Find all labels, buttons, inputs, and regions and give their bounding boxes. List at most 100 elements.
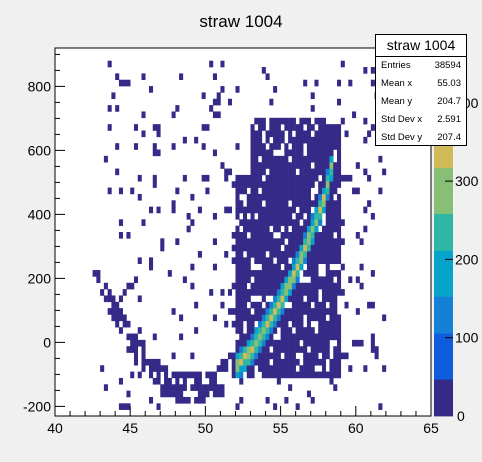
heatmap-cell (265, 358, 270, 366)
heatmap-cell (276, 225, 281, 233)
heatmap-cell (265, 181, 270, 188)
heatmap-cell (291, 282, 296, 290)
heatmap-cell (337, 130, 342, 138)
heatmap-cell (224, 174, 229, 182)
heatmap-cell (333, 200, 338, 207)
heatmap-cell (329, 301, 334, 309)
heatmap-cell (325, 371, 330, 379)
x-tick-label: 45 (122, 420, 138, 436)
heatmap-cell (288, 136, 293, 144)
heatmap-cell (325, 124, 330, 131)
heatmap-cell (333, 346, 338, 353)
heatmap-cell (284, 270, 289, 277)
heatmap-cell (329, 162, 334, 169)
color-scale-step (434, 360, 453, 371)
heatmap-cell (152, 377, 157, 385)
heatmap-cell (355, 187, 360, 195)
heatmap-cell (126, 320, 131, 328)
heatmap-cell (321, 225, 327, 233)
heatmap-cell (333, 143, 338, 150)
heatmap-cell (250, 358, 255, 366)
heatmap-cell (261, 238, 266, 245)
heatmap-cell (310, 257, 315, 265)
heatmap-cell (325, 282, 330, 290)
heatmap-cell (329, 124, 334, 131)
heatmap-cell (235, 282, 240, 290)
heatmap-cell (273, 339, 278, 347)
heatmap-cell (299, 289, 304, 296)
heatmap-cell (111, 295, 116, 303)
heatmap-cell (254, 327, 259, 334)
heatmap-cell (141, 111, 146, 119)
heatmap-cell (171, 206, 176, 214)
heatmap-cell (107, 289, 112, 296)
heatmap-cell (321, 187, 327, 195)
heatmap-cell (337, 206, 342, 214)
heatmap-cell (337, 174, 342, 182)
heatmap-cell (254, 238, 259, 245)
heatmap-cell (258, 244, 263, 252)
heatmap-cell (201, 384, 206, 391)
heatmap-cell (318, 162, 323, 169)
heatmap-cell (355, 232, 360, 239)
heatmap-cell (321, 257, 327, 265)
heatmap-cell (325, 238, 330, 245)
heatmap-cell (246, 352, 251, 360)
heatmap-cell (276, 352, 281, 360)
heatmap-cell (243, 308, 248, 315)
stats-value: 207.4 (437, 132, 461, 143)
heatmap-cell (115, 73, 120, 81)
heatmap-cell (130, 371, 135, 379)
heatmap-cell (269, 308, 274, 315)
heatmap-cell (175, 390, 180, 398)
heatmap-cell (111, 308, 116, 315)
heatmap-cell (261, 308, 266, 315)
heatmap-cell (288, 238, 293, 245)
stats-box: straw 1004 Entries 38594 Mean x 55.03 Me… (375, 34, 467, 146)
heatmap-cell (321, 168, 327, 176)
heatmap-cell (310, 149, 315, 157)
heatmap-cell (344, 130, 349, 138)
heatmap-cell (367, 301, 372, 309)
heatmap-cell (303, 117, 308, 125)
heatmap-cell (171, 111, 176, 119)
heatmap-cell (325, 257, 330, 265)
heatmap-cell (276, 301, 281, 309)
heatmap-cell (333, 130, 338, 138)
heatmap-cell (235, 238, 240, 245)
heatmap-cell (280, 187, 285, 195)
heatmap-cell (235, 270, 240, 277)
heatmap-cell (291, 352, 296, 360)
heatmap-cell (310, 219, 315, 226)
heatmap-cell (310, 136, 315, 144)
heatmap-cell (310, 251, 315, 258)
heatmap-cell (318, 257, 323, 265)
heatmap-cell (261, 143, 266, 150)
heatmap-cell (273, 365, 278, 372)
heatmap-cell (212, 384, 217, 391)
heatmap-cell (115, 105, 120, 112)
heatmap-cell (239, 358, 244, 366)
heatmap-cell (306, 244, 311, 252)
heatmap-cell (273, 162, 278, 169)
heatmap-cell (276, 263, 281, 271)
heatmap-cell (337, 193, 342, 201)
heatmap-cell (269, 219, 274, 226)
heatmap-cell (303, 238, 308, 245)
heatmap-cell (299, 301, 304, 309)
heatmap-cell (276, 155, 281, 163)
heatmap-cell (209, 384, 214, 391)
heatmap-cell (137, 339, 142, 347)
heatmap-cell (333, 308, 338, 315)
heatmap-cell (314, 301, 319, 309)
heatmap-cell (359, 263, 364, 271)
heatmap-cell (261, 206, 266, 214)
heatmap-cell (149, 86, 154, 93)
heatmap-cell (288, 308, 293, 315)
heatmap-cell (246, 289, 251, 296)
heatmap-cell (269, 365, 274, 372)
heatmap-cell (115, 143, 120, 150)
heatmap-cell (288, 352, 293, 360)
heatmap-cell (269, 320, 274, 328)
heatmap-cell (273, 168, 278, 176)
